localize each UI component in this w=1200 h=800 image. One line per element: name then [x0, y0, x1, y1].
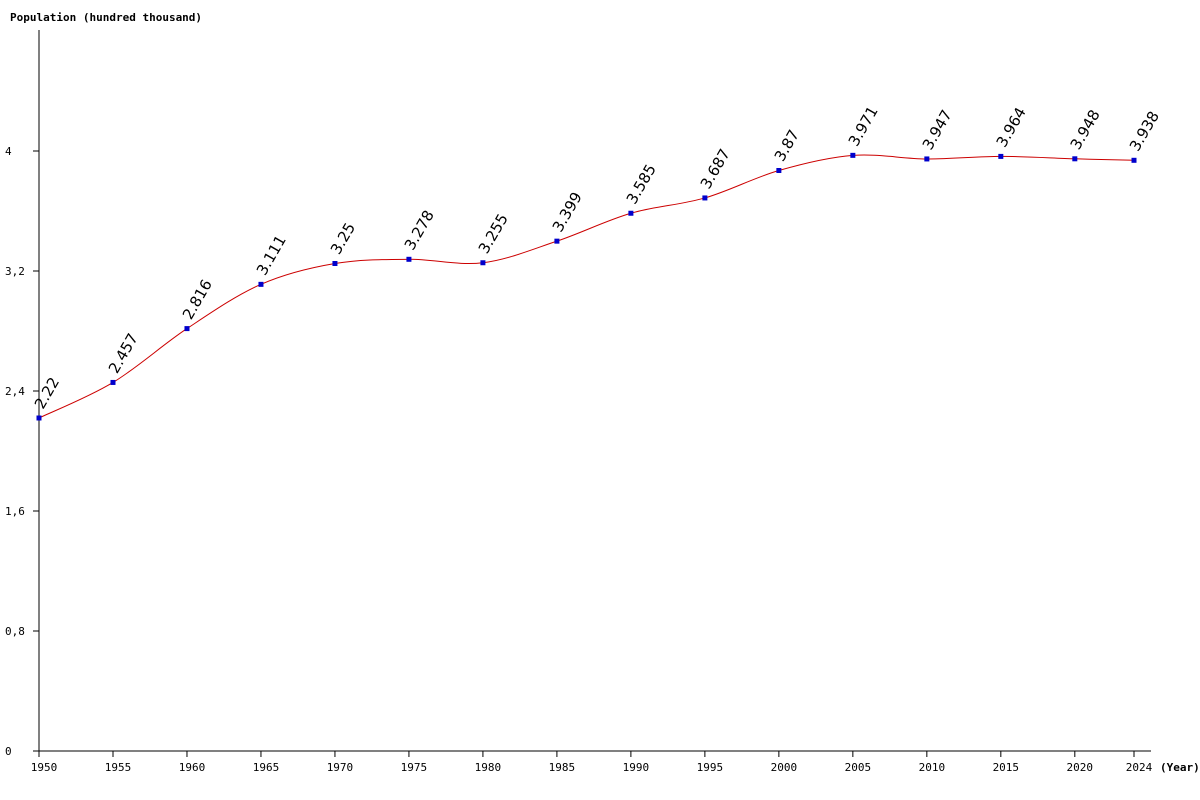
x-tick-label: 1985	[549, 761, 576, 774]
data-labels: 2.22 2.457 2.816 3.111 3.25 3.278 3.255 3.399 3.…	[31, 103, 1163, 412]
x-axis-title: (Year)	[1160, 761, 1200, 774]
data-point	[554, 238, 560, 244]
data-label: 3.948	[1067, 107, 1104, 153]
data-point	[110, 379, 116, 385]
x-tick-label: 1980	[475, 761, 502, 774]
data-label: 2.816	[179, 276, 216, 322]
data-point	[850, 152, 856, 158]
data-point	[776, 168, 782, 173]
y-axis-title: Population (hundred thousand)	[10, 11, 202, 24]
data-label: 3.399	[549, 189, 586, 235]
x-tick-label: 1960	[179, 761, 206, 774]
y-tick-label: 1,6	[5, 505, 25, 518]
x-tick-label: 1990	[623, 761, 650, 774]
data-label: 3.964	[993, 104, 1030, 150]
data-point	[702, 195, 708, 201]
x-tick-label: 1955	[105, 761, 132, 774]
series-line	[38, 154, 1135, 419]
data-label: 2.22	[31, 374, 63, 412]
x-tick-label: 1995	[697, 761, 724, 774]
data-point	[1072, 156, 1078, 162]
data-label: 3.25	[327, 220, 359, 258]
data-label: 3.971	[845, 103, 882, 149]
data-point	[406, 256, 412, 262]
x-tick-label: 1965	[253, 761, 280, 774]
data-point	[332, 261, 338, 266]
data-point	[1131, 157, 1137, 163]
x-tick-label: 2024	[1126, 761, 1153, 774]
x-tick-label: 2015	[993, 761, 1020, 774]
x-tick-label: 2010	[919, 761, 946, 774]
data-label: 3.87	[771, 127, 803, 165]
data-label: 3.938	[1126, 108, 1163, 154]
y-tick-label: 4	[5, 145, 12, 158]
data-label: 3.585	[623, 161, 660, 207]
x-tick-label: 2000	[771, 761, 798, 774]
x-tick-label: 1970	[327, 761, 354, 774]
data-point	[258, 281, 264, 287]
data-label: 2.457	[105, 330, 142, 376]
x-tick-label: 1950	[31, 761, 58, 774]
data-point	[184, 326, 190, 332]
data-label: 3.111	[253, 232, 290, 278]
data-point	[998, 153, 1004, 159]
data-label: 3.278	[401, 207, 438, 253]
data-point	[36, 415, 42, 421]
data-label: 3.255	[475, 211, 512, 257]
data-point	[924, 156, 930, 162]
x-ticks: 1950 1955 1960 1965 1970 1975 1980 1985 1990 1995…	[31, 751, 1153, 774]
y-tick-label: 0	[5, 745, 12, 758]
data-label: 3.947	[919, 107, 956, 153]
x-tick-label: 2005	[845, 761, 872, 774]
y-tick-label: 2,4	[5, 385, 25, 398]
data-point	[628, 210, 634, 216]
y-tick-label: 0,8	[5, 625, 25, 638]
data-point	[480, 260, 486, 266]
y-ticks: 0 0,8 1,6 2,4 3,2 4	[5, 145, 39, 758]
x-tick-label: 2020	[1067, 761, 1094, 774]
data-label: 3.687	[697, 146, 734, 192]
data-markers	[36, 152, 1137, 421]
y-tick-label: 3,2	[5, 265, 25, 278]
x-tick-label: 1975	[401, 761, 428, 774]
